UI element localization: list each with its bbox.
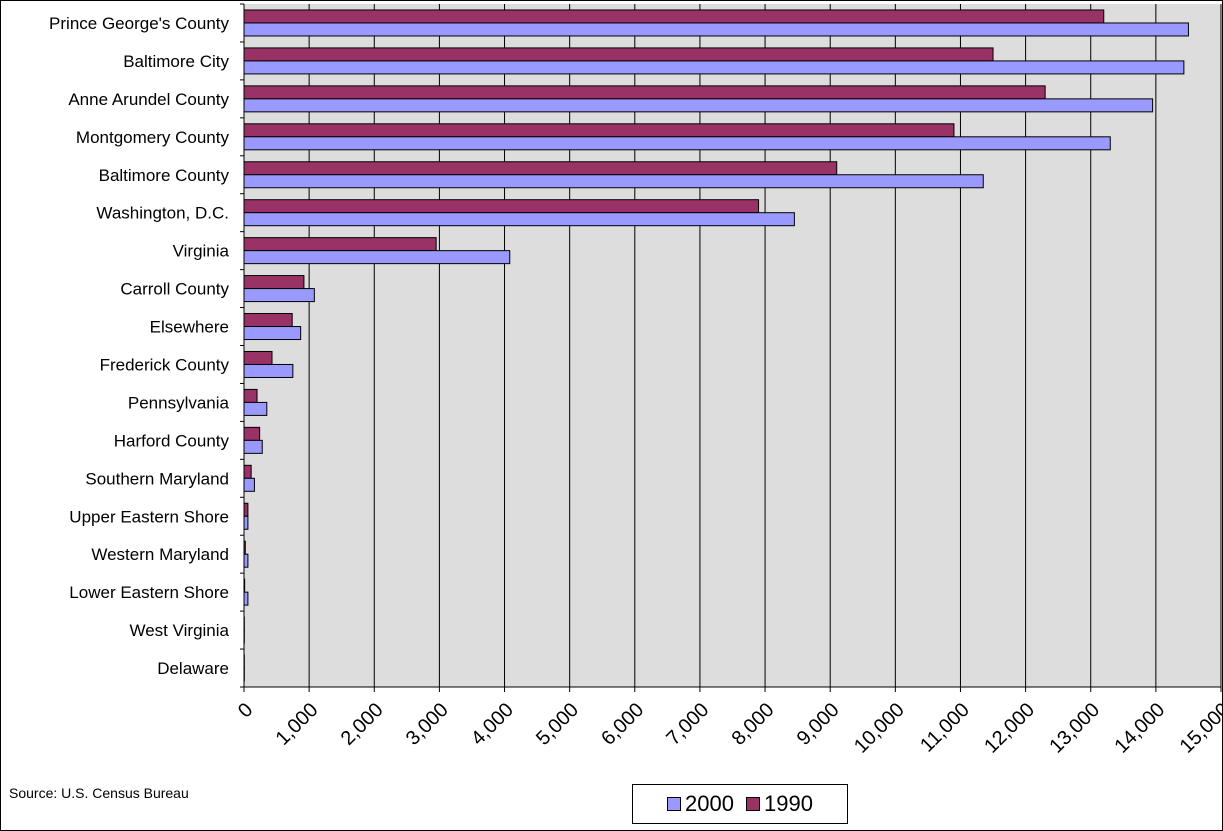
bar-1990-3 bbox=[243, 123, 955, 138]
bar-2000-7 bbox=[243, 288, 315, 303]
x-tick-label-2: 2,000 bbox=[337, 699, 388, 750]
category-label-2: Anne Arundel County bbox=[68, 90, 229, 109]
legend-swatch-1990 bbox=[746, 797, 760, 811]
legend-entry-2000: 2000 bbox=[667, 791, 734, 817]
bar-1990-11 bbox=[243, 426, 261, 441]
x-tick-label-1: 1,000 bbox=[272, 699, 323, 750]
category-label-6: Virginia bbox=[173, 242, 230, 261]
bar-2000-6 bbox=[243, 250, 511, 265]
bar-2000-5 bbox=[243, 212, 795, 227]
bar-1990-1 bbox=[243, 47, 994, 62]
category-label-7: Carroll County bbox=[120, 280, 229, 299]
x-tick-label-10: 10,000 bbox=[850, 699, 909, 758]
category-label-3: Montgomery County bbox=[76, 128, 230, 147]
x-tick-label-14: 14,000 bbox=[1110, 699, 1169, 758]
category-label-14: Western Maryland bbox=[91, 545, 229, 564]
bar-2000-9 bbox=[243, 363, 294, 378]
bar-1990-12 bbox=[243, 464, 252, 479]
category-label-5: Washington, D.C. bbox=[96, 204, 229, 223]
bar-2000-10 bbox=[243, 401, 268, 416]
axes bbox=[240, 3, 1222, 692]
bar-1990-13 bbox=[243, 502, 249, 517]
category-label-17: Delaware bbox=[157, 659, 229, 678]
x-tick-label-13: 13,000 bbox=[1045, 699, 1104, 758]
x-tick-label-5: 5,000 bbox=[532, 699, 583, 750]
x-tick-label-8: 8,000 bbox=[728, 699, 779, 750]
bar-1990-6 bbox=[243, 237, 437, 252]
legend-label-2000: 2000 bbox=[685, 791, 734, 816]
category-label-11: Harford County bbox=[114, 431, 230, 450]
x-tick-label-7: 7,000 bbox=[662, 699, 713, 750]
bar-1990-10 bbox=[243, 388, 258, 403]
x-tick-label-12: 12,000 bbox=[980, 699, 1039, 758]
bar-1990-0 bbox=[243, 9, 1105, 24]
category-label-9: Frederick County bbox=[100, 355, 230, 374]
legend-swatch-2000 bbox=[667, 797, 682, 811]
bar-2000-3 bbox=[243, 136, 1111, 151]
bar-1990-8 bbox=[243, 313, 293, 328]
bar-2000-4 bbox=[243, 174, 984, 189]
bar-2000-14 bbox=[243, 553, 249, 568]
bar-1990-4 bbox=[243, 161, 838, 176]
legend: 2000 1990 bbox=[632, 784, 848, 824]
x-tick-label-4: 4,000 bbox=[467, 699, 518, 750]
bar-2000-13 bbox=[243, 515, 249, 530]
bar-2000-2 bbox=[243, 98, 1154, 113]
x-tick-label-0: 0 bbox=[234, 699, 257, 722]
bar-2000-8 bbox=[243, 326, 302, 341]
bars bbox=[243, 9, 1189, 682]
bar-1990-2 bbox=[243, 85, 1046, 100]
plot-area bbox=[244, 4, 1221, 687]
category-label-10: Pennsylvania bbox=[128, 393, 230, 412]
bar-2000-12 bbox=[243, 477, 255, 492]
x-tick-label-3: 3,000 bbox=[402, 699, 453, 750]
x-tick-labels: 0 1,000 2,000 3,000 4,000 5,000 6,000 7,000 8,00… bbox=[234, 699, 1223, 758]
bar-2000-0 bbox=[243, 22, 1189, 37]
bar-2000-15 bbox=[243, 591, 249, 606]
bar-1990-5 bbox=[243, 199, 760, 214]
bar-1990-7 bbox=[243, 275, 305, 290]
x-tick-label-11: 11,000 bbox=[916, 699, 974, 757]
bar-1990-9 bbox=[243, 350, 273, 365]
category-label-15: Lower Eastern Shore bbox=[69, 583, 229, 602]
category-label-4: Baltimore County bbox=[99, 166, 230, 185]
x-tick-label-6: 6,000 bbox=[597, 699, 648, 750]
category-label-16: West Virginia bbox=[129, 621, 229, 640]
x-tick-label-9: 9,000 bbox=[793, 699, 844, 750]
bar-2000-11 bbox=[243, 439, 263, 454]
category-labels: Prince George's County Baltimore City Anne… bbox=[49, 14, 229, 678]
legend-label-1990: 1990 bbox=[764, 791, 813, 816]
legend-entry-1990: 1990 bbox=[746, 791, 813, 817]
category-label-8: Elsewhere bbox=[150, 318, 229, 337]
bar-2000-1 bbox=[243, 60, 1185, 75]
category-label-1: Baltimore City bbox=[123, 52, 229, 71]
gridlines bbox=[308, 4, 1222, 687]
category-label-13: Upper Eastern Shore bbox=[69, 507, 229, 526]
category-label-0: Prince George's County bbox=[49, 14, 229, 33]
category-label-12: Southern Maryland bbox=[85, 469, 229, 488]
x-tick-label-15: 15,000 bbox=[1176, 699, 1223, 758]
source-note: Source: U.S. Census Bureau bbox=[9, 785, 189, 801]
